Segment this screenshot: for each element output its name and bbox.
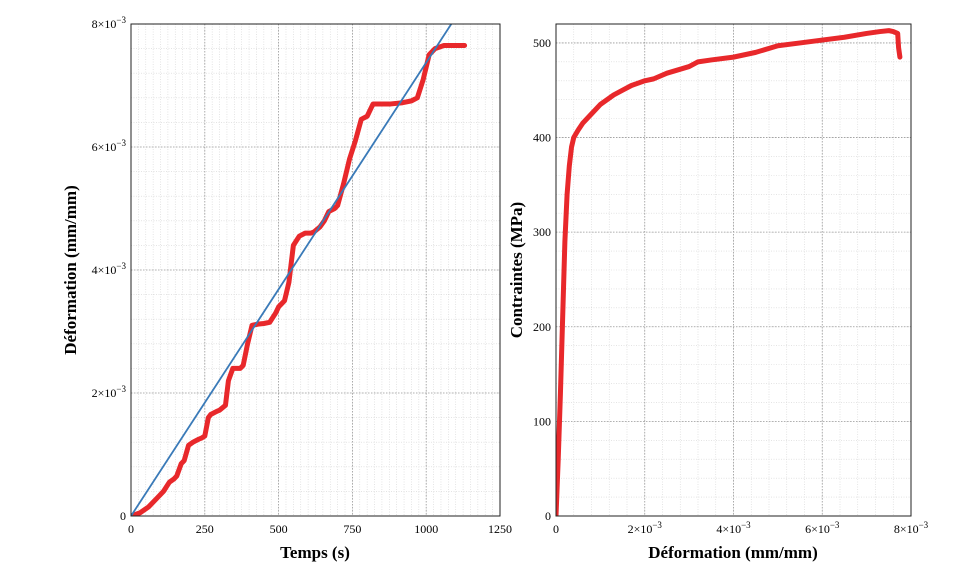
y-tick-exponent: −3: [116, 384, 126, 394]
y-tick-label: 200: [533, 320, 551, 334]
y-tick-label: 400: [533, 131, 551, 145]
measured-series-line: [556, 28, 903, 516]
y-tick-exponent: −3: [116, 261, 126, 271]
strain-vs-time-y-axis-title: Déformation (mm/mm): [61, 185, 80, 354]
reference-series-line: [131, 24, 453, 516]
y-tick-exponent: −3: [116, 138, 126, 148]
x-tick-label: 0: [553, 522, 559, 536]
x-tick-label: 0: [128, 522, 134, 536]
stress-vs-strain-series: [556, 28, 903, 516]
strain-vs-time-chart: 0 250 500 750 1000 125002×10−34×10−36×10−38×1…: [61, 15, 512, 562]
y-tick-exponent: −3: [116, 15, 126, 25]
x-tick-label: 1250: [488, 522, 512, 536]
stress-vs-strain-y-axis-title: Contraintes (MPa): [507, 202, 526, 338]
measured-series-line: [131, 43, 468, 516]
y-tick-label: 0: [120, 509, 126, 523]
x-tick-exponent: −3: [652, 520, 662, 530]
x-tick-label: 500: [270, 522, 288, 536]
strain-vs-time-x-axis-title: Temps (s): [280, 543, 350, 562]
y-tick-label: 100: [533, 414, 551, 428]
y-tick-label: 500: [533, 36, 551, 50]
strain-vs-time-series: [131, 24, 468, 516]
x-tick-label: 750: [343, 522, 361, 536]
x-tick-label: 250: [196, 522, 214, 536]
strain-vs-time-ticks: 0 250 500 750 1000 125002×10−34×10−36×10−38×1…: [92, 15, 512, 536]
x-tick-exponent: −3: [830, 520, 840, 530]
y-tick-label: 300: [533, 225, 551, 239]
y-tick-label: 0: [545, 509, 551, 523]
x-tick-label: 1000: [414, 522, 438, 536]
x-tick-exponent: −3: [919, 520, 929, 530]
strain-vs-time-frame: [130, 23, 501, 517]
x-tick-exponent: −3: [741, 520, 751, 530]
series-clip-group: [556, 28, 903, 516]
series-clip-group: [131, 24, 468, 516]
stress-vs-strain-x-axis-title: Déformation (mm/mm): [648, 543, 817, 562]
stress-vs-strain-frame: [555, 23, 912, 517]
